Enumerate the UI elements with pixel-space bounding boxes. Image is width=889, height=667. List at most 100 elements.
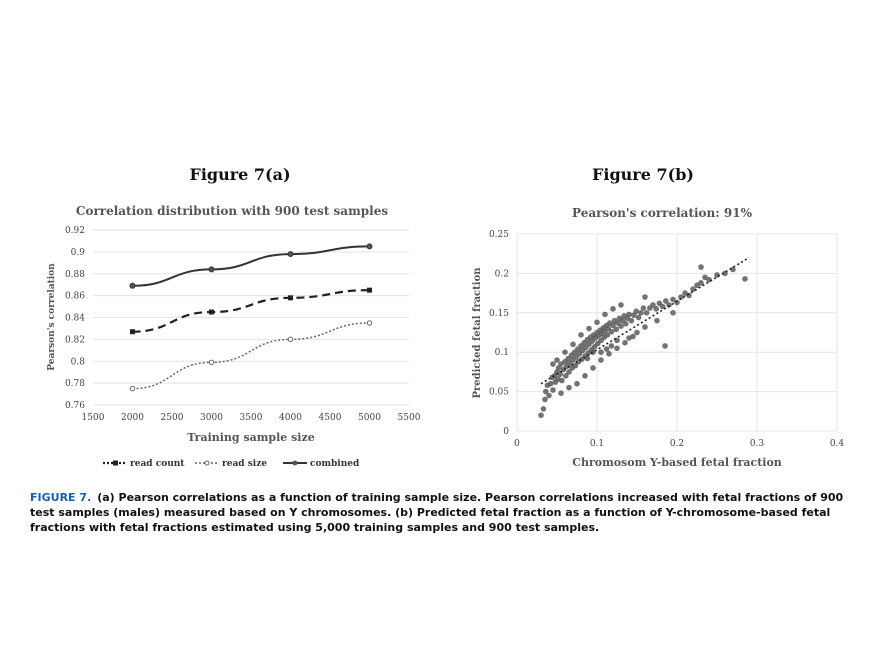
series-line-combined [132,245,370,287]
y-tick-label: 0.9 [71,248,86,258]
chart-b-ylabel: Predicted fetal fraction [472,267,483,399]
trendline [540,256,750,385]
scatter-point [543,388,549,395]
scatter-point [613,326,619,333]
scatter-point [590,365,596,371]
scatter-point [670,310,676,316]
y-tick-label: 0.86 [65,292,85,302]
series-line-read-count [132,289,370,333]
scatter-point [540,406,547,412]
scatter-point [550,361,556,367]
scatter-point [640,305,647,311]
scatter-point [614,345,620,352]
scatter-point [538,412,544,419]
scatter-point [706,276,712,283]
scatter-point [663,298,669,304]
scatter-point [686,292,692,299]
scatter-point [633,308,639,315]
data-point [209,309,214,315]
scatter-point [698,264,704,270]
scatter-point [598,349,604,356]
scatter-point [670,296,676,303]
data-point [130,329,135,335]
data-point [287,336,294,343]
scatter-point [626,311,632,318]
scatter-point [653,306,659,312]
scatter-point [650,302,656,308]
scatter-point [578,332,584,338]
scatter-point [642,294,648,300]
scatter-point [558,390,564,396]
line-chart-a: Correlation distribution with 900 test s… [47,204,421,469]
scatter-point [563,373,569,379]
scatter-point [562,349,568,356]
y-tick-label: 0.92 [65,226,85,236]
y-tick-label: 0.76 [65,401,85,411]
scatter-point [628,317,635,324]
scatter-point [610,306,616,312]
legend-label: read count [130,459,185,469]
series-line-read-size [132,322,370,390]
scatter-point [662,343,668,349]
scatter-point [659,303,666,310]
scatter-point [574,380,580,387]
x-tick-label: 0.3 [750,439,765,449]
scatter-point [638,310,644,316]
data-point [208,266,215,273]
x-tick-label: 2500 [161,413,184,423]
legend-marker [113,460,118,466]
y-tick-label: 0.82 [65,335,85,345]
scatter-point [643,310,650,316]
scatter-point [598,357,604,363]
scatter-point [742,276,748,282]
y-tick-label: 0.05 [489,388,509,398]
x-tick-label: 1500 [82,413,105,423]
legend-marker [292,460,298,466]
data-point [287,251,294,258]
scatter-point [630,333,636,340]
scatter-point [730,266,736,273]
y-tick-label: 0.84 [65,314,85,324]
y-tick-label: 0 [503,427,509,437]
scatter-point [584,355,591,362]
y-tick-label: 0.2 [495,269,509,279]
caption-text: (a) Pearson correlations as a function o… [30,491,844,534]
figure-b-title: Figure 7(b) [592,165,694,184]
scatter-point [572,362,579,369]
x-tick-label: 5000 [358,413,381,423]
x-tick-label: 5500 [398,413,421,423]
x-tick-label: 0.1 [590,439,604,449]
legend-label: read size [222,459,267,469]
x-tick-label: 2000 [121,413,144,423]
chart-a-ylabel: Pearson's correlation [47,263,57,371]
x-tick-label: 3000 [200,413,223,423]
scatter-point [542,396,548,403]
scatter-point [666,302,672,308]
y-tick-label: 0.88 [65,270,85,280]
x-tick-label: 0.2 [670,439,684,449]
scatter-point [608,328,615,335]
scatter-point [642,324,648,330]
scatter-point [690,286,696,292]
scatter-point [550,387,556,393]
figure-caption: FIGURE 7. (a) Pearson correlations as a f… [30,490,860,535]
scatter-point [635,314,642,321]
data-point [288,295,293,301]
scatter-point [698,280,704,286]
data-point [366,320,373,326]
chart-a-title: Correlation distribution with 900 test s… [76,204,388,218]
scatter-chart-b: Pearson's correlation: 91% 0 0.05 0.1 0.15 0… [472,206,844,469]
x-tick-label: 0.4 [830,439,845,449]
chart-b-title: Pearson's correlation: 91% [572,206,753,220]
scatter-point [610,322,616,329]
x-tick-label: 4500 [319,413,342,423]
x-tick-label: 4000 [279,413,302,423]
scatter-point [618,323,624,329]
legend-label: combined [310,459,360,469]
y-tick-label: 0.25 [489,230,509,240]
data-point [129,282,136,289]
scatter-point [603,346,610,352]
scatter-point [586,325,592,332]
scatter-point [570,341,576,348]
